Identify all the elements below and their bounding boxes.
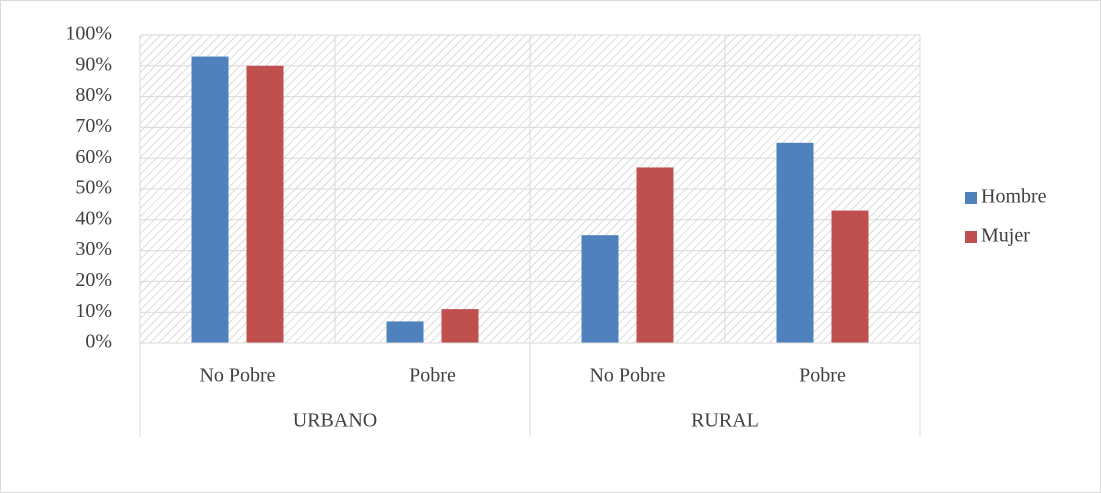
y-tick-label: 90% (75, 53, 112, 75)
y-tick-label: 40% (75, 207, 112, 229)
x-tick-label: No Pobre (199, 365, 275, 387)
y-tick-label: 0% (85, 331, 112, 353)
y-tick-label: 60% (75, 146, 112, 168)
bar (246, 65, 284, 344)
bar (831, 210, 869, 343)
x-tick-label: No Pobre (589, 365, 665, 387)
y-tick-label: 80% (75, 84, 112, 106)
y-tick-label: 50% (75, 177, 112, 199)
legend-swatch (965, 192, 977, 204)
legend-swatch (965, 231, 977, 243)
group-label: URBANO (293, 410, 377, 432)
x-tick-label: Pobre (799, 365, 846, 387)
bar (581, 235, 619, 343)
y-tick-label: 30% (75, 238, 112, 260)
legend-label: Mujer (981, 225, 1030, 247)
group-label: RURAL (691, 410, 759, 432)
y-tick-label: 70% (75, 115, 112, 137)
bar (636, 167, 674, 343)
y-tick-label: 20% (75, 269, 112, 291)
bar (441, 309, 479, 343)
y-tick-label: 10% (75, 300, 112, 322)
bar (776, 142, 814, 343)
legend-label: Hombre (981, 186, 1047, 208)
y-tick-label: 100% (65, 23, 112, 45)
bar (386, 321, 424, 343)
x-tick-label: Pobre (409, 365, 456, 387)
bar (191, 56, 229, 344)
